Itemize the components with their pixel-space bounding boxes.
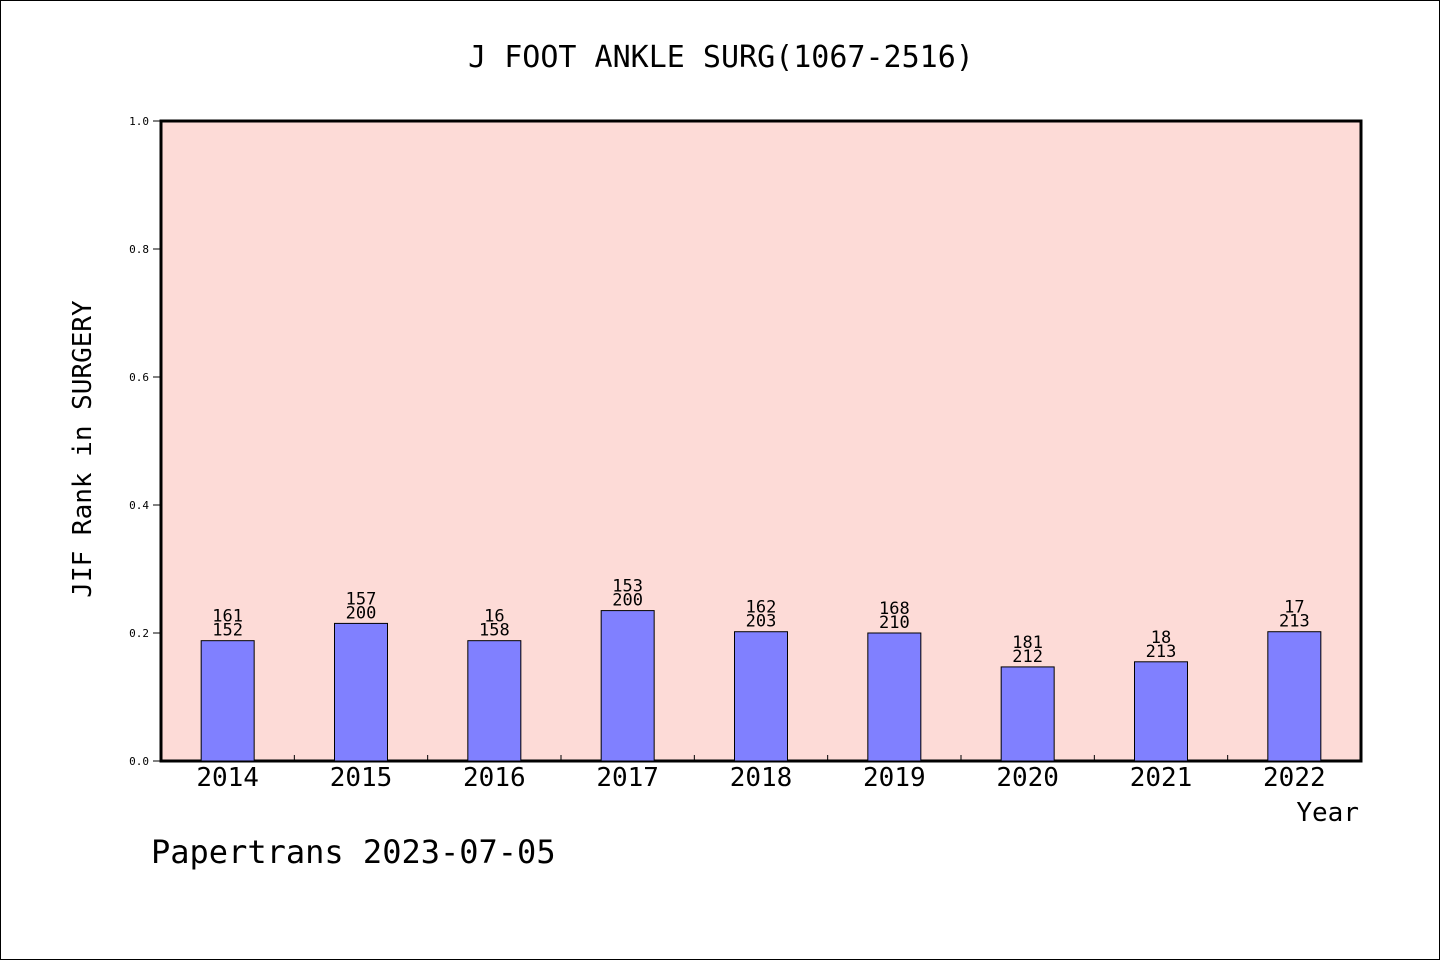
y-axis-label: JIF Rank in SURGERY <box>68 300 98 598</box>
y-tick-label: 0.2 <box>129 627 149 640</box>
x-tick-label: 2020 <box>996 763 1059 793</box>
x-tick-label: 2014 <box>196 763 259 793</box>
y-tick-label: 0.6 <box>129 371 149 384</box>
y-axis: 0.0 0.2 0.4 0.6 0.8 1.0 <box>129 115 161 768</box>
bar <box>334 622 388 762</box>
y-tick-label: 0.0 <box>129 755 149 768</box>
bar-label-top: 17 <box>1284 598 1304 618</box>
x-tick-label: 2022 <box>1263 763 1326 793</box>
x-tick-label: 2016 <box>463 763 526 793</box>
bar-label-top: 153 <box>612 577 643 597</box>
bar <box>1134 661 1188 762</box>
bar-label-top: 168 <box>879 599 910 619</box>
x-axis: 2014 2015 2016 2017 2018 2019 2020 2021 2022 <box>196 755 1326 793</box>
bar <box>467 640 522 762</box>
bar-label-bottom: 213 <box>1279 612 1310 632</box>
bar <box>734 631 788 762</box>
bar-label-bottom: 158 <box>479 621 510 641</box>
bar-label-bottom: 210 <box>879 613 910 633</box>
footer-credit: Papertrans 2023-07-05 <box>151 833 556 871</box>
bar-label-top: 157 <box>346 589 377 609</box>
bar-label-top: 162 <box>746 598 777 618</box>
x-tick-label: 2019 <box>863 763 926 793</box>
y-tick-label: 0.8 <box>129 243 149 256</box>
bar <box>200 640 255 762</box>
bar <box>867 632 922 762</box>
x-tick-label: 2021 <box>1130 763 1193 793</box>
bar-label-bottom: 200 <box>346 603 377 623</box>
bar <box>1000 666 1055 762</box>
x-tick-label: 2018 <box>730 763 793 793</box>
bar-label-top: 18 <box>1151 628 1171 648</box>
bar-label-bottom: 213 <box>1146 642 1177 662</box>
bar-label-bottom: 200 <box>612 591 643 611</box>
bar <box>600 610 655 762</box>
bar-label-top: 161 <box>212 607 243 627</box>
chart-title: J FOOT ANKLE SURG(1067-2516) <box>468 40 974 75</box>
y-tick-label: 1.0 <box>129 115 149 128</box>
y-tick-label: 0.4 <box>129 499 149 512</box>
x-axis-label: Year <box>1296 798 1359 828</box>
bar-label-top: 16 <box>484 607 504 627</box>
x-tick-label: 2017 <box>596 763 659 793</box>
bar-label-top: 181 <box>1012 633 1043 653</box>
bar <box>1267 631 1322 762</box>
bar-label-bottom: 152 <box>212 621 243 641</box>
bar-label-bottom: 203 <box>746 612 777 632</box>
x-tick-label: 2015 <box>330 763 393 793</box>
bar-label-bottom: 212 <box>1012 647 1043 667</box>
